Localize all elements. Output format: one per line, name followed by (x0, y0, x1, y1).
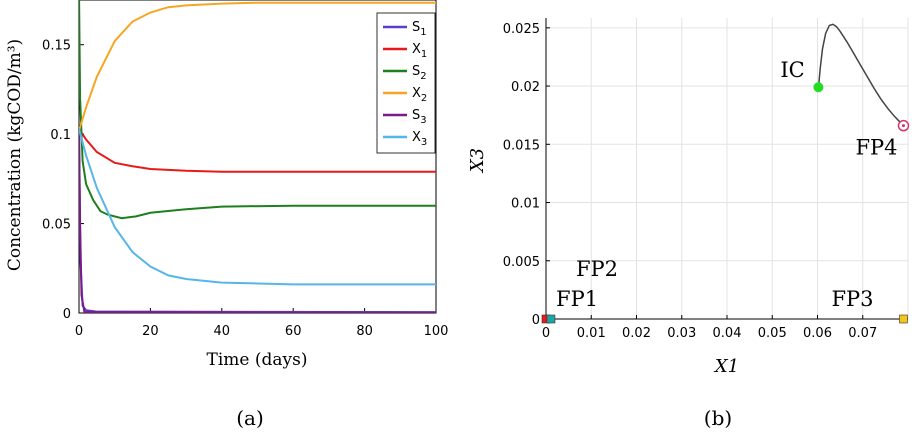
point-fp3 (899, 314, 908, 324)
legend-label-x1: X1 (412, 42, 427, 60)
panel-b-ytick-label: 0.01 (511, 197, 540, 212)
legend-box (376, 12, 436, 154)
panel-a-xtick-label: 60 (285, 324, 302, 339)
panel-a-ytick-label: 0.05 (42, 218, 71, 233)
panel-b-xlabel: X1 (713, 356, 739, 377)
panel-a-xtick-label: 20 (142, 324, 159, 339)
panel-b-ytick-label: 0.015 (503, 138, 540, 153)
trajectory-line-0 (817, 23, 905, 127)
panel-a-plot-area (78, 0, 437, 314)
legend-label-s3: S3 (412, 108, 427, 126)
panel-b-tick-labels: 0 0.01 0.02 0.03 0.04 0.05 0.06 0.07 0 0.005 0.01 0… (503, 22, 877, 341)
panel-a-xtick-label: 0 (75, 324, 83, 339)
panel-b-annotations: IC FP4 FP1 FP2 FP3 (556, 58, 898, 311)
panel-b-ytick-label: 0 (532, 313, 540, 328)
point-fp2 (546, 314, 556, 324)
series-line-x3 (79, 128, 436, 286)
legend-label-x2: X2 (412, 86, 427, 104)
panel-b-xtick-label: 0.05 (758, 326, 787, 341)
panel-b-ytick-label: 0.005 (503, 255, 540, 270)
annotation-fp3: FP3 (831, 287, 873, 311)
panel-b-ytick-label: 0.02 (511, 80, 540, 95)
panel-a-chart: 0 20 40 60 80 100 0 0.05 0.1 0.15 S1 X1 S2 X2 S3 X3 Ti… (5, 0, 448, 430)
panel-b-caption: (b) (704, 406, 732, 430)
panel-a-ytick-label: 0 (63, 307, 71, 322)
legend-label-x3: X3 (412, 130, 427, 148)
panel-a-xtick-label: 80 (356, 324, 373, 339)
panel-b-ytick-label: 0.025 (503, 22, 540, 37)
panel-b-xtick-label: 0 (542, 326, 550, 341)
panel-a-ytick-label: 0.15 (42, 39, 71, 54)
annotation-fp1: FP1 (556, 287, 598, 311)
panel-a-xtick-label: 100 (424, 324, 449, 339)
point-ic (813, 82, 824, 93)
series-line-s3 (79, 128, 436, 313)
legend-label-s1: S1 (412, 20, 427, 38)
panel-b-xtick-label: 0.04 (713, 326, 742, 341)
panel-a-ytick-label: 0.1 (50, 128, 71, 143)
panel-a-xtick-label: 40 (214, 324, 231, 339)
series-line-x1 (79, 128, 436, 173)
point-fp4-center (901, 124, 905, 128)
panel-a-xlabel: Time (days) (207, 350, 308, 370)
panel-b-chart: 0 0.01 0.02 0.03 0.04 0.05 0.06 0.07 0 0.005 0.01 0… (467, 18, 910, 430)
panel-b-xtick-label: 0.07 (848, 326, 877, 341)
panel-b-plot-area (541, 18, 910, 324)
panel-b-xtick-label: 0.01 (577, 326, 606, 341)
annotation-fp4: FP4 (855, 136, 897, 160)
panel-b-xtick-label: 0.02 (622, 326, 651, 341)
panel-b-xtick-label: 0.06 (803, 326, 832, 341)
annotation-ic: IC (780, 58, 804, 82)
panel-a-tick-labels: 0 20 40 60 80 100 0 0.05 0.1 0.15 (42, 39, 448, 339)
panel-a-caption: (a) (236, 406, 264, 430)
annotation-fp2: FP2 (576, 257, 618, 281)
panel-b-xtick-label: 0.03 (667, 326, 696, 341)
panel-a-ylabel: Concentration (kgCOD/m³) (5, 39, 25, 271)
series-line-x2 (79, 1, 436, 131)
panel-b-ylabel: X3 (467, 148, 488, 174)
legend-label-s2: S2 (412, 64, 427, 82)
panel-a-legend: S1 X1 S2 X2 S3 X3 (376, 12, 436, 154)
series-line-s2 (79, 0, 436, 220)
